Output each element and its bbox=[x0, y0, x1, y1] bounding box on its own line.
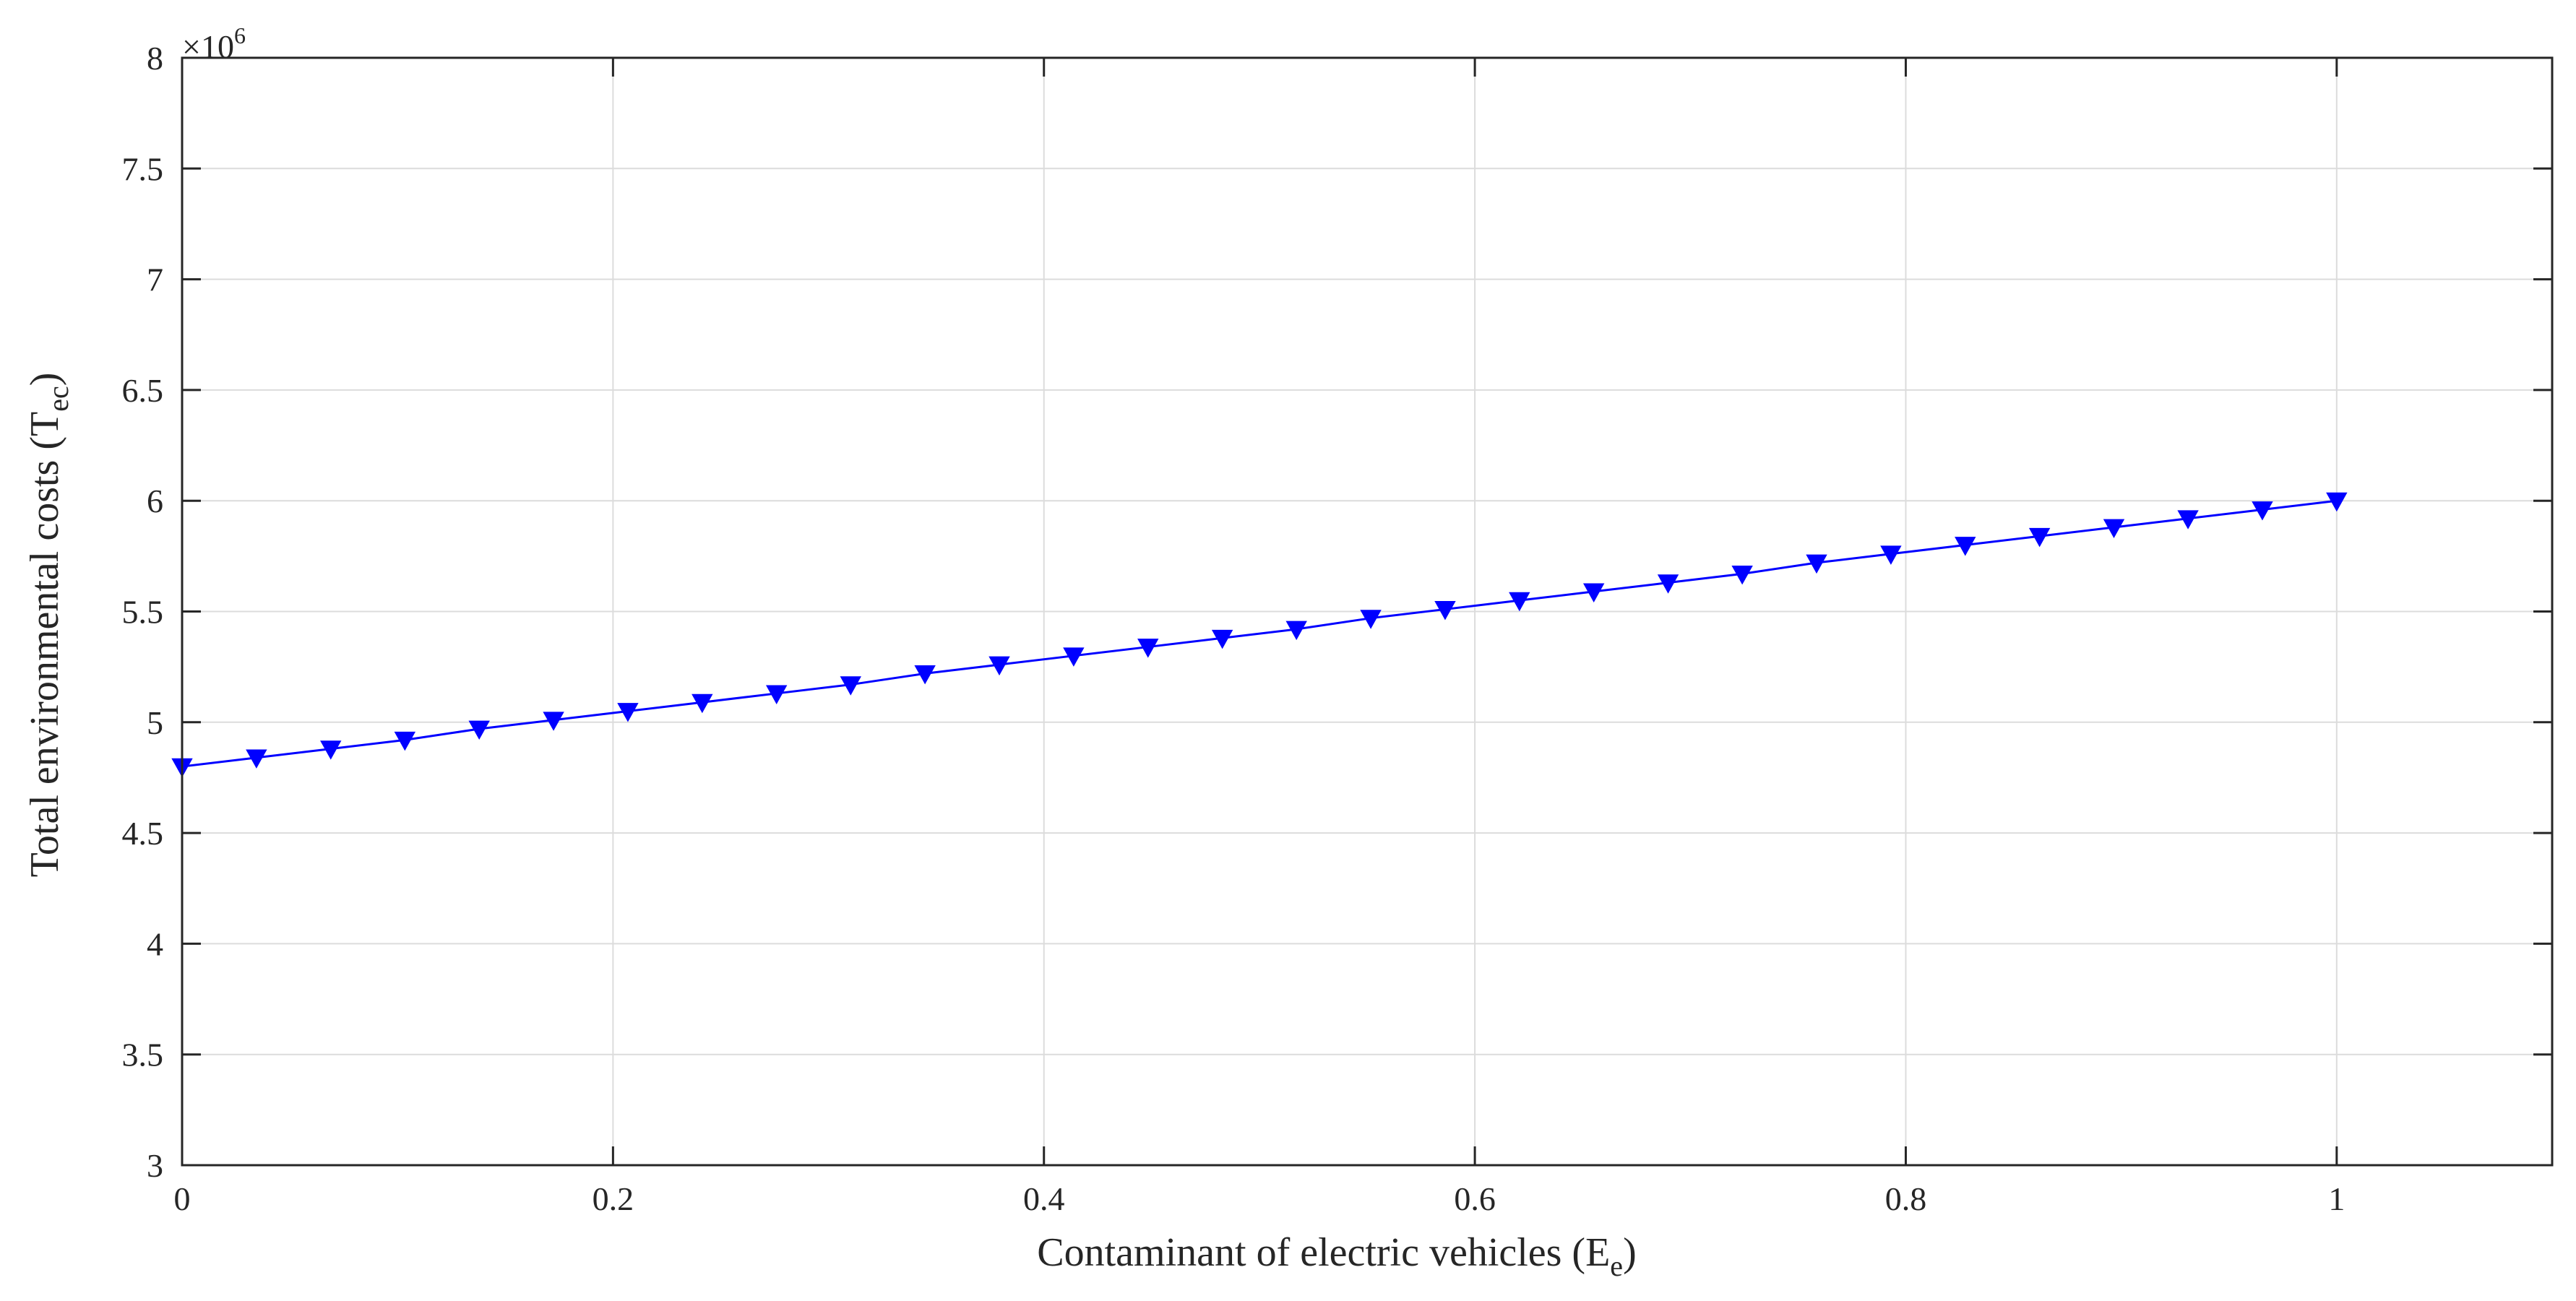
data-point-marker bbox=[468, 720, 490, 740]
data-point-marker bbox=[1285, 621, 1307, 641]
data-point-marker bbox=[2103, 519, 2125, 539]
x-tick-label: 0.4 bbox=[1023, 1180, 1065, 1217]
x-tick-label: 0.8 bbox=[1885, 1180, 1927, 1217]
data-point-marker bbox=[1137, 639, 1159, 658]
data-point-marker bbox=[1806, 554, 1827, 574]
data-point-marker bbox=[1582, 583, 1605, 602]
data-point-marker bbox=[1434, 601, 1456, 621]
y-tick-label: 3 bbox=[147, 1147, 163, 1184]
data-point-marker bbox=[1731, 565, 1753, 585]
data-point-marker bbox=[2028, 527, 2051, 548]
y-tick-label: 6.5 bbox=[122, 372, 164, 409]
y-axis-title-close: ) bbox=[22, 373, 67, 386]
data-point-marker bbox=[1063, 647, 1085, 667]
y-tick-label: 5 bbox=[147, 704, 163, 741]
y-tick-label: 4.5 bbox=[122, 815, 164, 852]
data-point-marker bbox=[765, 685, 788, 705]
y-tick-label: 7 bbox=[147, 262, 163, 298]
data-point-marker bbox=[543, 712, 564, 731]
y-tick-label: 5.5 bbox=[122, 594, 164, 631]
data-point-marker bbox=[2326, 492, 2348, 512]
data-point-marker bbox=[246, 749, 267, 769]
y-axis-title: Total environmental costs (Tec) bbox=[22, 373, 74, 878]
x-tick-label: 1 bbox=[2328, 1180, 2345, 1217]
data-point-marker bbox=[988, 656, 1010, 676]
y-tick-label: 6 bbox=[147, 483, 163, 519]
data-point-marker bbox=[394, 731, 416, 751]
data-point-marker bbox=[1360, 610, 1382, 629]
x-axis-title-close: ) bbox=[1623, 1230, 1637, 1275]
x-axis-title-subscript: e bbox=[1610, 1250, 1623, 1282]
y-tick-label: 4 bbox=[147, 925, 163, 962]
multiplier-base: ×10 bbox=[182, 28, 234, 65]
y-tick-label: 3.5 bbox=[122, 1037, 164, 1073]
data-point-marker bbox=[2177, 510, 2199, 530]
series-layer bbox=[171, 492, 2348, 778]
axis-ticks: 0 0.2 0.4 0.6 0.8 1 3 3.5 4 4.5 5 5.5 6 6.5 7 7.5 8 bbox=[122, 40, 2552, 1217]
x-tick-label: 0.2 bbox=[593, 1180, 634, 1217]
y-tick-label: 8 bbox=[147, 40, 163, 77]
y-tick-label: 7.5 bbox=[122, 150, 164, 187]
y-axis-title-main: Total environmental costs (T bbox=[22, 412, 67, 878]
data-point-marker bbox=[2252, 501, 2273, 521]
x-axis-title-main: Contaminant of electric vehicles (E bbox=[1037, 1230, 1610, 1275]
y-axis-title-subscript: ec bbox=[42, 386, 74, 412]
y-axis-multiplier: ×106 bbox=[182, 22, 246, 65]
data-point-marker bbox=[840, 676, 861, 696]
data-point-marker bbox=[1211, 629, 1233, 649]
data-point-marker bbox=[1880, 545, 1902, 565]
data-point-marker bbox=[617, 703, 639, 722]
x-tick-label: 0.6 bbox=[1454, 1180, 1496, 1217]
x-axis-title: Contaminant of electric vehicles (Ee) bbox=[1037, 1230, 1636, 1282]
data-point-marker bbox=[1955, 537, 1976, 556]
data-point-marker bbox=[692, 693, 713, 714]
multiplier-exponent: 6 bbox=[234, 22, 246, 48]
x-tick-label: 0 bbox=[174, 1180, 191, 1217]
data-point-marker bbox=[320, 740, 342, 760]
data-point-marker bbox=[1509, 592, 1530, 612]
data-point-marker bbox=[914, 665, 936, 685]
series-line bbox=[181, 499, 2337, 768]
data-point-marker bbox=[1657, 574, 1679, 594]
